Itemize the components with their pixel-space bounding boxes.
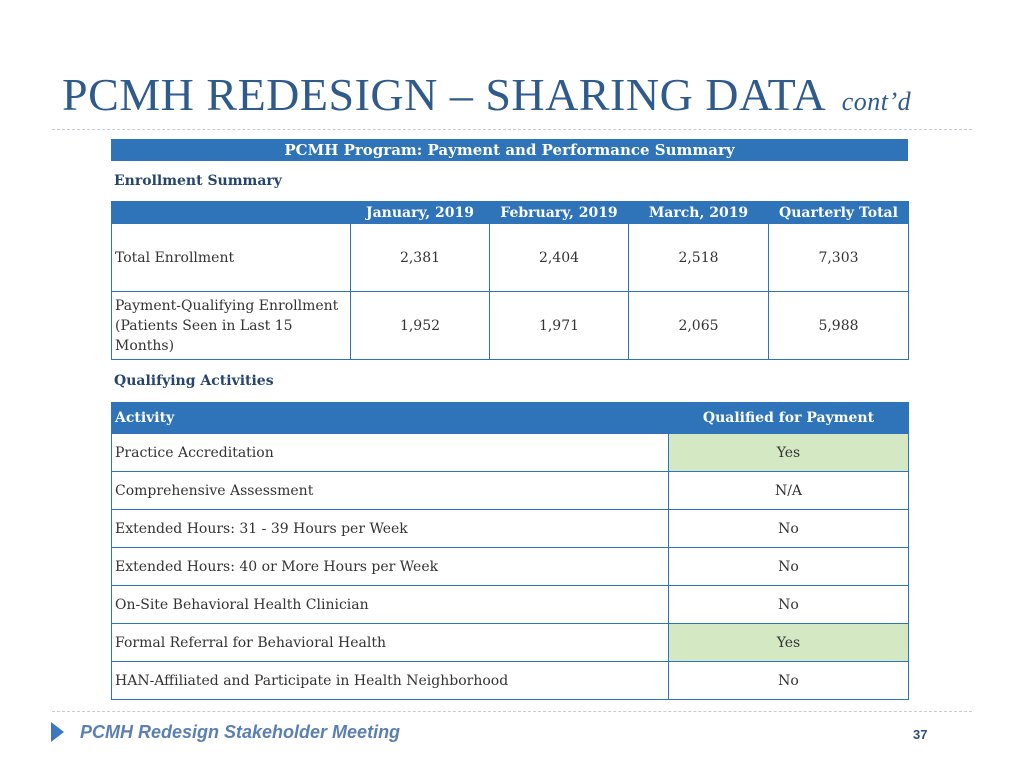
activity-name: On-Site Behavioral Health Clinician: [111, 585, 669, 624]
row-label: Total Enrollment: [111, 223, 351, 292]
table-cell: 2,381: [350, 223, 490, 292]
enrollment-col-quarterly-total: Quarterly Total: [768, 201, 909, 224]
activity-name: Practice Accreditation: [111, 433, 669, 472]
qualified-status: No: [668, 661, 909, 700]
row-label: Payment-Qualifying Enrollment (Patients …: [111, 291, 351, 360]
qualified-status: No: [668, 547, 909, 586]
triangle-bullet-icon: [51, 722, 64, 742]
qualified-column-header: Qualified for Payment: [668, 402, 909, 434]
table-row: Formal Referral for Behavioral Health Ye…: [111, 623, 909, 662]
qualified-status: No: [668, 585, 909, 624]
table-row: Total Enrollment 2,381 2,404 2,518 7,303: [111, 223, 909, 292]
table-cell: 1,952: [350, 291, 490, 360]
table-row: HAN-Affiliated and Participate in Health…: [111, 661, 909, 700]
bottom-divider: [52, 711, 972, 712]
qualified-status: Yes: [668, 623, 909, 662]
top-divider: [52, 129, 972, 130]
enrollment-summary-label: Enrollment Summary: [114, 173, 282, 189]
activity-name: Extended Hours: 40 or More Hours per Wee…: [111, 547, 669, 586]
summary-header: PCMH Program: Payment and Performance Su…: [111, 139, 908, 161]
table-row: On-Site Behavioral Health Clinician No: [111, 585, 909, 624]
qualified-status: No: [668, 509, 909, 548]
table-cell: 2,404: [489, 223, 629, 292]
activity-name: HAN-Affiliated and Participate in Health…: [111, 661, 669, 700]
slide-title-main: PCMH REDESIGN – SHARING DATA: [62, 69, 824, 120]
activity-name: Formal Referral for Behavioral Health: [111, 623, 669, 662]
qualified-status: N/A: [668, 471, 909, 510]
table-cell: 5,988: [768, 291, 909, 360]
activity-name: Extended Hours: 31 - 39 Hours per Week: [111, 509, 669, 548]
enrollment-header-row: January, 2019 February, 2019 March, 2019…: [111, 201, 909, 224]
activities-header-row: Activity Qualified for Payment: [111, 402, 909, 434]
activity-name: Comprehensive Assessment: [111, 471, 669, 510]
slide-title-suffix: cont’d: [841, 87, 912, 116]
enrollment-col-january: January, 2019: [350, 201, 490, 224]
footer-meeting-name: PCMH Redesign Stakeholder Meeting: [80, 722, 401, 742]
enrollment-col-empty: [111, 201, 351, 224]
table-row: Practice Accreditation Yes: [111, 433, 909, 472]
slide-title: PCMH REDESIGN – SHARING DATA cont’d: [62, 68, 911, 121]
table-row: Extended Hours: 31 - 39 Hours per Week N…: [111, 509, 909, 548]
qualifying-activities-label: Qualifying Activities: [114, 373, 274, 389]
enrollment-col-february: February, 2019: [489, 201, 629, 224]
table-row: Extended Hours: 40 or More Hours per Wee…: [111, 547, 909, 586]
table-row: Comprehensive Assessment N/A: [111, 471, 909, 510]
table-cell: 2,518: [628, 223, 769, 292]
page-number: 37: [913, 727, 928, 742]
qualified-status: Yes: [668, 433, 909, 472]
table-cell: 2,065: [628, 291, 769, 360]
table-cell: 1,971: [489, 291, 629, 360]
activity-column-header: Activity: [111, 402, 669, 434]
enrollment-col-march: March, 2019: [628, 201, 769, 224]
table-cell: 7,303: [768, 223, 909, 292]
table-row: Payment-Qualifying Enrollment (Patients …: [111, 291, 909, 360]
qualifying-activities-table: Activity Qualified for Payment Practice …: [111, 402, 909, 700]
enrollment-table: January, 2019 February, 2019 March, 2019…: [111, 201, 909, 360]
